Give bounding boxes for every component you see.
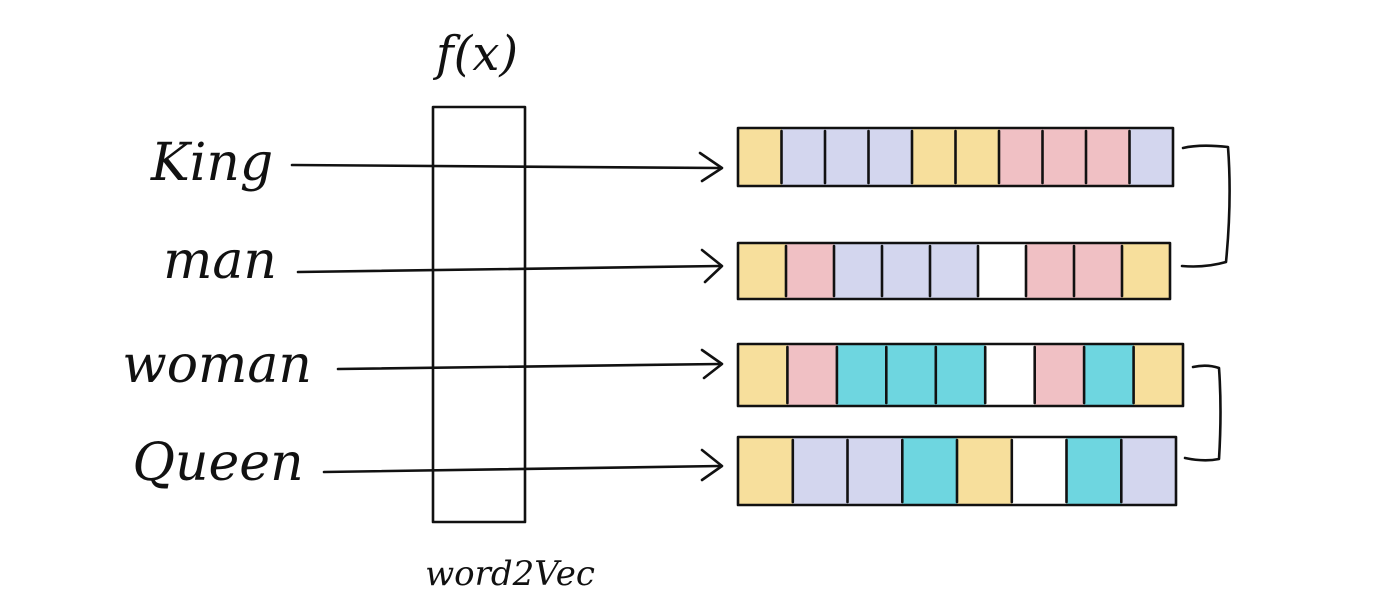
vector-man-cell-1	[738, 243, 787, 299]
vector-man-outline	[736, 241, 1172, 301]
vector-king-cell-10	[1129, 128, 1174, 186]
vector-king-cell-8	[1042, 128, 1087, 186]
vector-queen-cell-1	[738, 437, 794, 505]
vector-woman-outline	[736, 342, 1185, 408]
vector-man-cell-6	[978, 243, 1027, 299]
vector-queen-cell-8	[1121, 437, 1177, 505]
vector-queen-cell-6	[1011, 437, 1068, 505]
model-caption: word2Vec	[425, 554, 595, 594]
vector-man-cell-2	[786, 243, 835, 299]
word-label-woman: woman	[122, 335, 312, 395]
vector-man-cell-3	[834, 243, 883, 299]
vector-man	[736, 241, 1172, 301]
function-label: f(x)	[433, 26, 518, 82]
vector-queen-cell-7	[1066, 437, 1122, 505]
vector-queen-cell-4	[902, 437, 958, 505]
vector-queen	[736, 435, 1178, 507]
vector-woman-cell-4	[886, 344, 937, 406]
vector-man-cell-8	[1074, 243, 1123, 299]
vector-man-cell-4	[882, 243, 931, 299]
vector-woman-cell-6	[985, 344, 1036, 406]
vector-king-outline	[736, 126, 1175, 188]
arrow-woman	[336, 348, 724, 380]
word-label-queen: Queen	[132, 433, 303, 493]
vector-king-cell-2	[781, 128, 826, 186]
vector-woman-cell-1	[738, 344, 788, 406]
vector-queen-cell-3	[847, 437, 903, 505]
word-label-king: King	[150, 133, 273, 193]
vector-king	[736, 126, 1175, 188]
arrow-man	[296, 248, 724, 284]
vector-woman-cell-2	[787, 344, 838, 406]
vector-man-cell-7	[1026, 243, 1075, 299]
vector-king-cell-9	[1086, 128, 1131, 186]
vector-queen-cell-5	[957, 437, 1013, 505]
vector-king-cell-1	[738, 128, 783, 186]
vector-king-cell-4	[868, 128, 913, 186]
arrow-king	[290, 151, 724, 183]
vector-man-cell-5	[930, 243, 979, 299]
vector-woman	[736, 342, 1185, 408]
arrow-queen	[322, 448, 724, 482]
vector-woman-cell-5	[935, 344, 986, 406]
bracket-king-man	[1180, 144, 1231, 268]
vector-woman-cell-9	[1133, 344, 1184, 406]
vector-king-cell-7	[999, 128, 1044, 186]
vector-queen-cell-2	[792, 437, 849, 505]
word-label-man: man	[163, 231, 277, 291]
vector-queen-outline	[736, 435, 1178, 507]
vector-king-cell-6	[955, 128, 1000, 186]
bracket-woman-queen	[1183, 364, 1222, 462]
function-box	[431, 105, 527, 524]
vector-woman-cell-7	[1034, 344, 1085, 406]
vector-woman-cell-3	[836, 344, 887, 406]
vector-woman-cell-8	[1084, 344, 1135, 406]
vector-man-cell-9	[1122, 243, 1171, 299]
vector-king-cell-3	[825, 128, 870, 186]
vector-king-cell-5	[912, 128, 957, 186]
